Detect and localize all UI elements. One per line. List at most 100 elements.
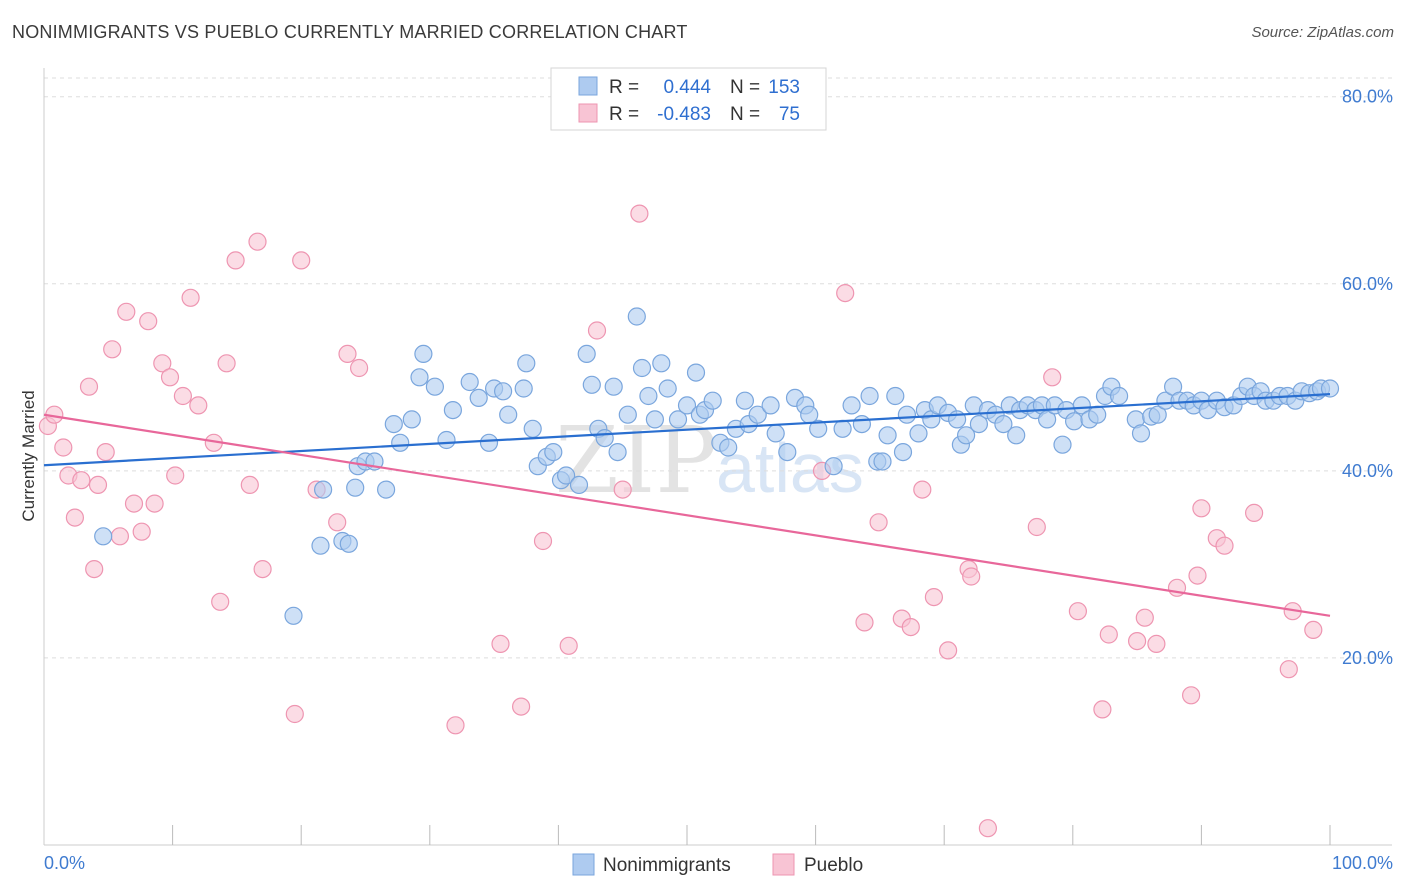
pueblo-point (855, 613, 874, 632)
trend-lines (43, 393, 1331, 617)
nonimmigrants-point (339, 534, 358, 553)
pueblo-point (124, 494, 144, 513)
pueblo-point (292, 251, 311, 270)
nonimmigrants-point (766, 424, 785, 443)
nonimmigrants-point (897, 405, 917, 424)
nonimmigrants-point (886, 386, 905, 406)
nonimmigrants-point (437, 430, 456, 450)
nonimmigrants-point (719, 438, 738, 457)
nonimmigrants-point (499, 405, 518, 424)
pueblo-points (38, 204, 1323, 838)
pueblo-point (913, 480, 932, 499)
nonimmigrants-point (517, 354, 536, 373)
nonimmigrants-point (556, 466, 576, 485)
pueblo-point (1043, 368, 1062, 387)
nonimmigrants-point (1053, 435, 1072, 454)
pueblo-point (217, 354, 236, 373)
pueblo-point (1135, 608, 1154, 627)
pueblo-point (901, 617, 920, 637)
nonimmigrants-point (425, 377, 444, 396)
pueblo-point (1068, 602, 1088, 621)
pueblo-point (978, 819, 998, 838)
nonimmigrants-point (645, 410, 665, 429)
pueblo-point (869, 513, 888, 532)
pueblo-point (533, 531, 553, 551)
pueblo-point (96, 443, 115, 462)
nonimmigrants-point (809, 419, 828, 438)
nonimmigrants-point (748, 405, 767, 424)
pueblo-point (166, 466, 185, 485)
pueblo-point (72, 471, 91, 490)
legend-swatch-nonimmigrants (578, 76, 598, 96)
nonimmigrants-point (1109, 386, 1129, 406)
y-tick-label: 20.0% (1342, 648, 1393, 668)
nonimmigrants-point (778, 443, 797, 462)
bottom-legend-swatch-nonimmigrants (572, 853, 595, 876)
nonimmigrants-point (284, 606, 303, 625)
pueblo-point (240, 475, 259, 494)
pueblo-point (338, 344, 357, 363)
pueblo-point (350, 358, 369, 378)
nonimmigrants-point (652, 354, 671, 373)
nonimmigrants-point (893, 443, 913, 462)
x-tick-label-max: 100.0% (1332, 853, 1393, 873)
pueblo-point (103, 340, 122, 359)
nonimmigrants-point (410, 368, 429, 387)
x-ticks (172, 825, 1331, 845)
pueblo-point (328, 513, 347, 532)
series-legend: Nonimmigrants Pueblo (572, 853, 863, 876)
y-axis-label: Currently Married (19, 390, 38, 521)
legend-swatch-pueblo (578, 103, 598, 123)
nonimmigrants-point (460, 372, 479, 392)
nonimmigrants-point (94, 527, 113, 546)
nonimmigrants-point (956, 426, 976, 445)
pueblo-point (145, 494, 164, 513)
nonimmigrants-point (595, 429, 614, 448)
nonimmigrants-point (824, 457, 843, 476)
legend-n-label-2: N = (730, 104, 760, 125)
nonimmigrants-point (639, 386, 658, 406)
correlation-legend: R = 0.444 N = 153 R = -0.483 N = 75 (550, 67, 827, 131)
pueblo-point (248, 232, 267, 251)
pueblo-point (446, 716, 465, 735)
pueblo-point (181, 288, 200, 307)
pueblo-point (139, 312, 158, 331)
pueblo-point (1027, 517, 1046, 537)
nonimmigrants-point (618, 405, 637, 424)
pueblo-point (211, 592, 230, 611)
nonimmigrants-point (878, 426, 897, 445)
nonimmigrants-point (577, 344, 596, 363)
bottom-legend-label-nonimmigrants: Nonimmigrants (603, 855, 731, 876)
pueblo-point (1192, 499, 1211, 518)
pueblo-point (132, 522, 151, 541)
nonimmigrants-point (658, 379, 677, 398)
legend-r-value-2: -0.483 (657, 104, 711, 125)
pueblo-point (285, 704, 304, 724)
nonimmigrants-point (384, 415, 403, 434)
nonimmigrants-point (1148, 405, 1167, 424)
nonimmigrants-point (311, 536, 330, 555)
pueblo-point (79, 377, 99, 396)
nonimmigrants-point (627, 307, 646, 326)
pueblo-point (1279, 660, 1298, 679)
nonimmigrants-point (402, 410, 421, 429)
nonimmigrants-point (414, 344, 433, 363)
nonimmigrants-point (514, 379, 533, 398)
nonimmigrants-point (314, 480, 333, 499)
nonimmigrants-point (668, 410, 688, 429)
nonimmigrants-point (994, 415, 1013, 434)
pueblo-point (1099, 625, 1118, 644)
nonimmigrants-trend-line (43, 393, 1331, 467)
pueblo-point (85, 559, 104, 579)
pueblo-point (962, 567, 981, 586)
nonimmigrants-point (608, 443, 627, 462)
nonimmigrants-point (544, 443, 563, 462)
source-credit: Source: ZipAtlas.com (1251, 24, 1394, 41)
y-tick-label: 80.0% (1342, 87, 1393, 107)
nonimmigrants-point (1064, 412, 1084, 431)
nonimmigrants-point (1072, 396, 1091, 415)
pueblo-point (173, 386, 192, 406)
nonimmigrants-point (909, 424, 928, 443)
legend-r-value-1: 0.444 (663, 77, 711, 98)
